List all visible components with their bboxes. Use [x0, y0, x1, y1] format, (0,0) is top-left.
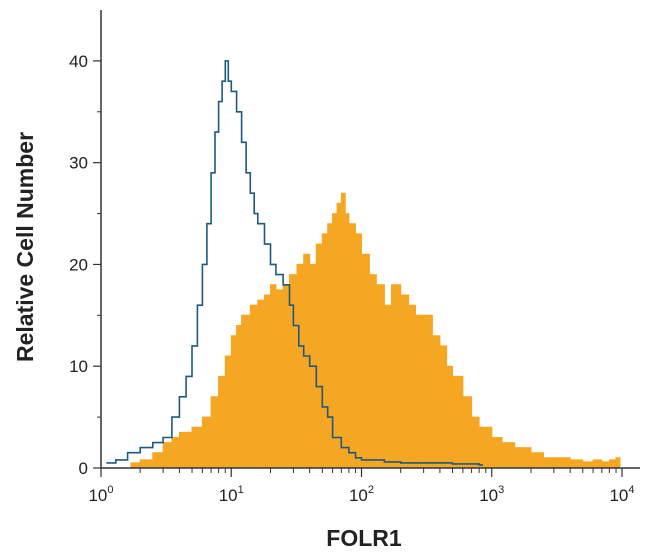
y-tick-label: 30 [69, 154, 88, 173]
x-axis-title: FOLR1 [326, 525, 402, 551]
x-tick-label: 103 [479, 484, 504, 505]
x-tick-exponent: 2 [368, 484, 374, 496]
x-tick-base: 10 [219, 486, 238, 505]
series-layer [106, 60, 621, 469]
filled-histogram [130, 192, 621, 469]
y-tick-label: 20 [69, 255, 88, 274]
x-tick-exponent: 1 [238, 484, 244, 496]
x-tick-base: 10 [349, 486, 368, 505]
x-tick-base: 10 [88, 486, 107, 505]
x-tick-exponent: 4 [628, 484, 634, 496]
x-tick-label: 104 [609, 484, 634, 505]
y-tick-label: 10 [69, 357, 88, 376]
x-tick-exponent: 0 [107, 484, 113, 496]
x-tick-label: 102 [349, 484, 374, 505]
axes-layer [100, 10, 640, 469]
y-tick-label: 40 [69, 52, 88, 71]
x-tick-base: 10 [609, 486, 628, 505]
x-tick-label: 100 [88, 484, 113, 505]
x-tick-exponent: 3 [498, 484, 504, 496]
x-tick-base: 10 [479, 486, 498, 505]
y-tick-label: 0 [79, 459, 88, 478]
y-axis-title: Relative Cell Number [12, 132, 38, 362]
x-tick-label: 101 [219, 484, 244, 505]
outline-histogram [106, 60, 484, 466]
